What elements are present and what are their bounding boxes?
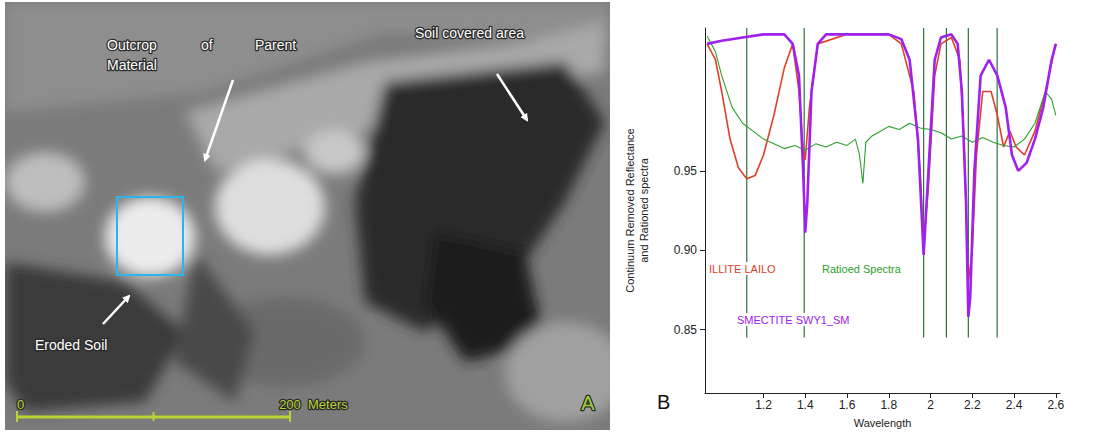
- svg-text:0: 0: [17, 397, 24, 412]
- svg-text:2.6: 2.6: [1047, 398, 1064, 412]
- svg-text:Outcrop: Outcrop: [107, 37, 157, 53]
- svg-text:0.90: 0.90: [674, 243, 698, 257]
- svg-text:0.95: 0.95: [674, 164, 698, 178]
- svg-text:B: B: [657, 391, 670, 413]
- svg-text:1.2: 1.2: [755, 398, 772, 412]
- svg-text:and Rationed spectra: and Rationed spectra: [638, 157, 650, 262]
- svg-text:of: of: [201, 37, 213, 53]
- svg-text:SMECTITE SWY1_SM: SMECTITE SWY1_SM: [737, 314, 849, 326]
- svg-text:0.85: 0.85: [674, 323, 698, 337]
- svg-text:2.4: 2.4: [1006, 398, 1023, 412]
- svg-text:1.8: 1.8: [880, 398, 897, 412]
- svg-text:ILLITE LAILO: ILLITE LAILO: [709, 263, 776, 275]
- svg-text:2.2: 2.2: [964, 398, 981, 412]
- svg-text:Eroded Soil: Eroded Soil: [35, 337, 107, 353]
- svg-text:Meters: Meters: [308, 397, 348, 412]
- svg-text:Ratioed Spectra: Ratioed Spectra: [822, 263, 902, 275]
- svg-text:200: 200: [279, 397, 301, 412]
- svg-text:2: 2: [927, 398, 934, 412]
- svg-text:Material: Material: [107, 57, 157, 73]
- svg-text:Continuum Removed Reflectance: Continuum Removed Reflectance: [624, 128, 636, 292]
- svg-text:A: A: [581, 392, 595, 414]
- svg-text:Wavelength: Wavelength: [854, 417, 912, 429]
- svg-text:Parent: Parent: [255, 37, 296, 53]
- svg-text:1.4: 1.4: [797, 398, 814, 412]
- svg-text:Soil covered area: Soil covered area: [415, 25, 524, 41]
- svg-text:1.6: 1.6: [839, 398, 856, 412]
